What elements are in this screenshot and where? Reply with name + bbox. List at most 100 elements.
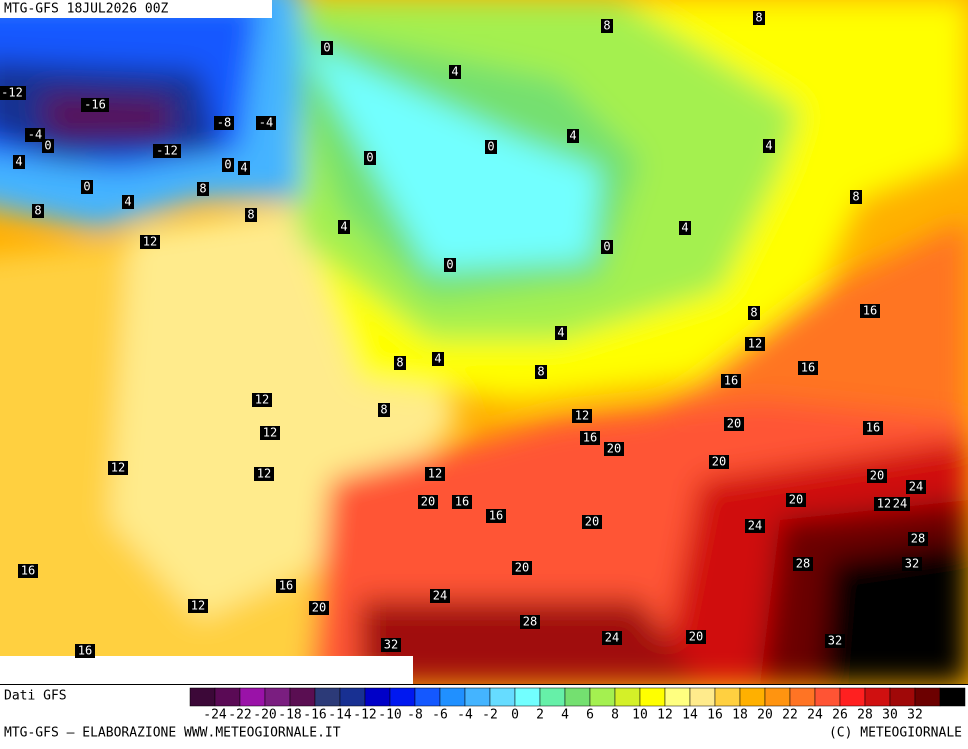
contour-label: 4 (681, 221, 688, 235)
contour-label: 4 (557, 326, 564, 340)
contour-label-bg (432, 352, 444, 366)
contour-label: 32 (828, 634, 842, 648)
contour-label-bg (709, 455, 729, 469)
contour-label: 12 (191, 599, 205, 613)
colorbar-tick: -2 (482, 708, 498, 723)
contour-label-bg (825, 634, 845, 648)
contour-label-bg (763, 139, 775, 153)
contour-label-bg (753, 11, 765, 25)
contour-label-bg (32, 204, 44, 218)
colorbar-box (789, 687, 816, 707)
contour-label-bg (604, 442, 624, 456)
contour-label-bg (572, 409, 592, 423)
contour-label-bg (874, 497, 894, 511)
contour-label: 20 (421, 495, 435, 509)
contour-label-bg (902, 557, 922, 571)
colorbar-tick: 22 (782, 708, 798, 723)
contour-label: 12 (255, 393, 269, 407)
colorbar-tick: 4 (561, 708, 569, 723)
contour-label-bg (602, 631, 622, 645)
title-box (0, 0, 272, 18)
contour-label: 20 (870, 469, 884, 483)
contour-label: 4 (340, 220, 347, 234)
contour-label-bg (485, 140, 497, 154)
contour-label-bg (745, 519, 765, 533)
contour-label-bg (338, 220, 350, 234)
contour-label-bg (364, 151, 376, 165)
contour-label: 24 (433, 589, 447, 603)
colorbar-tick: -22 (228, 708, 251, 723)
contour-label-bg (444, 258, 456, 272)
contour-label-bg (321, 41, 333, 55)
colorbar-box (364, 687, 391, 707)
contour-label-bg (378, 403, 390, 417)
colorbar-tick: 20 (757, 708, 773, 723)
contour-label: -4 (259, 116, 273, 130)
contour-label: 12 (428, 467, 442, 481)
contour-label: -12 (1, 86, 23, 100)
contour-label-bg (679, 221, 691, 235)
contour-label-bg (0, 86, 26, 100)
colorbar-tick: -24 (203, 708, 227, 723)
colorbar: -24 -22 -20 -18 -16 -14 -12 -10 -8 -6 -4 -2 0 2 4 6 8 10 1… (189, 687, 966, 723)
colorbar-box (239, 687, 266, 707)
colorbar-box (514, 687, 541, 707)
colorbar-box (889, 687, 916, 707)
footer-right: (C) METEOGIORNALE (829, 726, 962, 741)
contour-label: 0 (366, 151, 373, 165)
contour-label: 0 (603, 240, 610, 254)
colorbar-box (339, 687, 366, 707)
colorbar-box (664, 687, 691, 707)
contour-label: 0 (224, 158, 231, 172)
contour-label-bg (245, 208, 257, 222)
contour-label: 4 (434, 352, 441, 366)
contour-label-bg (580, 431, 600, 445)
contour-label-bg (18, 564, 38, 578)
contour-label: 0 (446, 258, 453, 272)
contour-label: -4 (28, 128, 42, 142)
contour-label: 28 (523, 615, 537, 629)
colorbar-box (639, 687, 666, 707)
colorbar-tick: 26 (832, 708, 848, 723)
contour-label: 20 (585, 515, 599, 529)
contour-label-bg (908, 532, 928, 546)
contour-label-bg (188, 599, 208, 613)
contour-label: 8 (537, 365, 544, 379)
contour-label: 16 (863, 304, 877, 318)
colorbar-tick: -16 (303, 708, 326, 723)
contour-label-bg (81, 180, 93, 194)
colorbar-tick: 28 (857, 708, 873, 723)
contour-label: 16 (724, 374, 738, 388)
map-title: MTG-GFS 18JUL2026 00Z (4, 2, 169, 17)
contour-label: 4 (765, 139, 772, 153)
contour-label: 12 (143, 235, 157, 249)
contour-label: 0 (323, 41, 330, 55)
contour-label: 16 (279, 579, 293, 593)
contour-label: 12 (263, 426, 277, 440)
contour-label: 16 (78, 644, 92, 658)
colorbar-box (589, 687, 616, 707)
contour-label: 4 (15, 155, 22, 169)
contour-label-bg (75, 644, 95, 658)
contour-label: 4 (569, 129, 576, 143)
contour-label: 8 (603, 19, 610, 33)
contour-label: 8 (750, 306, 757, 320)
colorbar-box (264, 687, 291, 707)
contour-label-bg (512, 561, 532, 575)
colorbar-tick: 16 (707, 708, 723, 723)
contour-label: 24 (605, 631, 619, 645)
contour-label-bg (42, 139, 54, 153)
footer-left: MTG-GFS — ELABORAZIONE WWW.METEOGIORNALE… (4, 726, 341, 741)
colorbar-tick: 10 (632, 708, 648, 723)
contour-label-bg (793, 557, 813, 571)
colorbar-box (439, 687, 466, 707)
colorbar-box (864, 687, 891, 707)
contour-label-bg (449, 65, 461, 79)
colorbar-box (539, 687, 566, 707)
contour-label: 16 (583, 431, 597, 445)
contour-label: 12 (111, 461, 125, 475)
contour-label-bg (867, 469, 887, 483)
contour-label: -8 (217, 116, 231, 130)
contour-label-bg (601, 240, 613, 254)
contour-label: 16 (801, 361, 815, 375)
